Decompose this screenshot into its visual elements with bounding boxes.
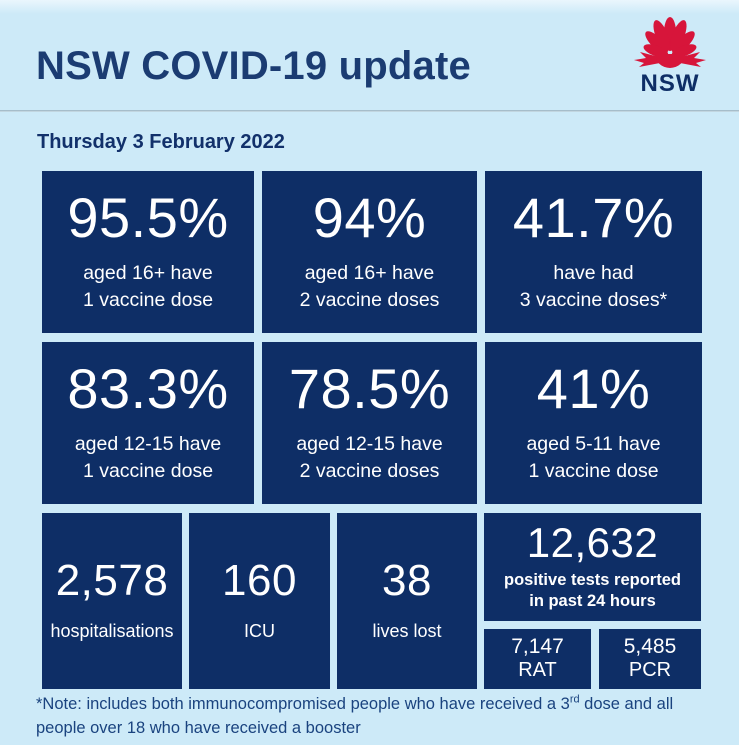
stat-label: positive tests reported in past 24 hours xyxy=(504,570,681,610)
stat-value: 2,578 xyxy=(55,555,169,605)
stat-label: RAT xyxy=(518,659,557,681)
tests-column: 12,632 positive tests reported in past 2… xyxy=(484,513,701,689)
stat-label: aged 16+ have 1 vaccine dose xyxy=(82,262,214,311)
stat-value: 83.3% xyxy=(67,357,229,421)
footnote-line1: *Note: includes both immunocompromised p… xyxy=(36,693,674,713)
tile-lives-lost: 38 lives lost xyxy=(337,513,477,689)
superscript-rd: rd xyxy=(569,693,580,706)
tile-rat-tests: 7,147 RAT xyxy=(484,629,591,689)
stat-label: lives lost xyxy=(372,620,442,641)
stat-label: ICU xyxy=(244,620,275,641)
top-highlight xyxy=(0,0,739,14)
tile-dose3: 41.7% have had 3 vaccine doses* xyxy=(485,171,702,333)
stat-label: aged 5-11 have 1 vaccine dose xyxy=(526,433,661,482)
tile-12-15-dose2: 78.5% aged 12-15 have 2 vaccine doses xyxy=(262,342,477,504)
stat-label: hospitalisations xyxy=(50,620,174,641)
footnote: *Note: includes both immunocompromised p… xyxy=(36,692,731,740)
tile-12-15-dose1: 83.3% aged 12-15 have 1 vaccine dose xyxy=(42,342,254,504)
row-outcomes: 2,578 hospitalisations 160 ICU 38 lives … xyxy=(42,513,702,689)
nsw-government-logo: NSW xyxy=(631,12,709,96)
tile-icu: 160 ICU xyxy=(189,513,330,689)
header-divider xyxy=(0,110,739,112)
row-doses-children: 83.3% aged 12-15 have 1 vaccine dose 78.… xyxy=(42,342,702,504)
tile-pcr-tests: 5,485 PCR xyxy=(599,629,701,689)
stat-value: 94% xyxy=(312,186,427,250)
stat-value: 38 xyxy=(382,555,432,605)
stat-label: PCR xyxy=(628,659,672,681)
stat-value: 7,147 xyxy=(511,635,564,658)
report-date: Thursday 3 February 2022 xyxy=(37,131,285,153)
tile-16plus-dose2: 94% aged 16+ have 2 vaccine doses xyxy=(262,171,477,333)
stats-grid: 95.5% aged 16+ have 1 vaccine dose 94% a… xyxy=(42,171,702,689)
tile-16plus-dose1: 95.5% aged 16+ have 1 vaccine dose xyxy=(42,171,254,333)
tests-breakdown: 7,147 RAT 5,485 PCR xyxy=(484,629,701,689)
nsw-logo-text: NSW xyxy=(640,70,700,97)
page-title: NSW COVID-19 update xyxy=(36,44,471,88)
stat-value: 160 xyxy=(222,555,297,605)
footnote-line2: people over 18 who have received a boost… xyxy=(36,719,361,737)
stat-label: aged 16+ have 2 vaccine doses xyxy=(299,262,440,311)
tile-positive-tests: 12,632 positive tests reported in past 2… xyxy=(484,513,701,621)
stat-label: aged 12-15 have 2 vaccine doses xyxy=(296,433,443,482)
stat-label: aged 12-15 have 1 vaccine dose xyxy=(74,433,222,482)
stat-label: have had 3 vaccine doses* xyxy=(519,262,668,311)
stat-value: 95.5% xyxy=(67,186,229,250)
stat-value: 5,485 xyxy=(623,635,677,658)
tile-hospitalisations: 2,578 hospitalisations xyxy=(42,513,182,689)
row-doses-16plus: 95.5% aged 16+ have 1 vaccine dose 94% a… xyxy=(42,171,702,333)
stat-value: 41% xyxy=(536,357,651,421)
stat-value: 78.5% xyxy=(288,357,451,421)
waratah-icon xyxy=(634,17,706,68)
tile-5-11-dose1: 41% aged 5-11 have 1 vaccine dose xyxy=(485,342,702,504)
stat-value: 12,632 xyxy=(526,518,659,566)
stat-value: 41.7% xyxy=(512,186,675,250)
